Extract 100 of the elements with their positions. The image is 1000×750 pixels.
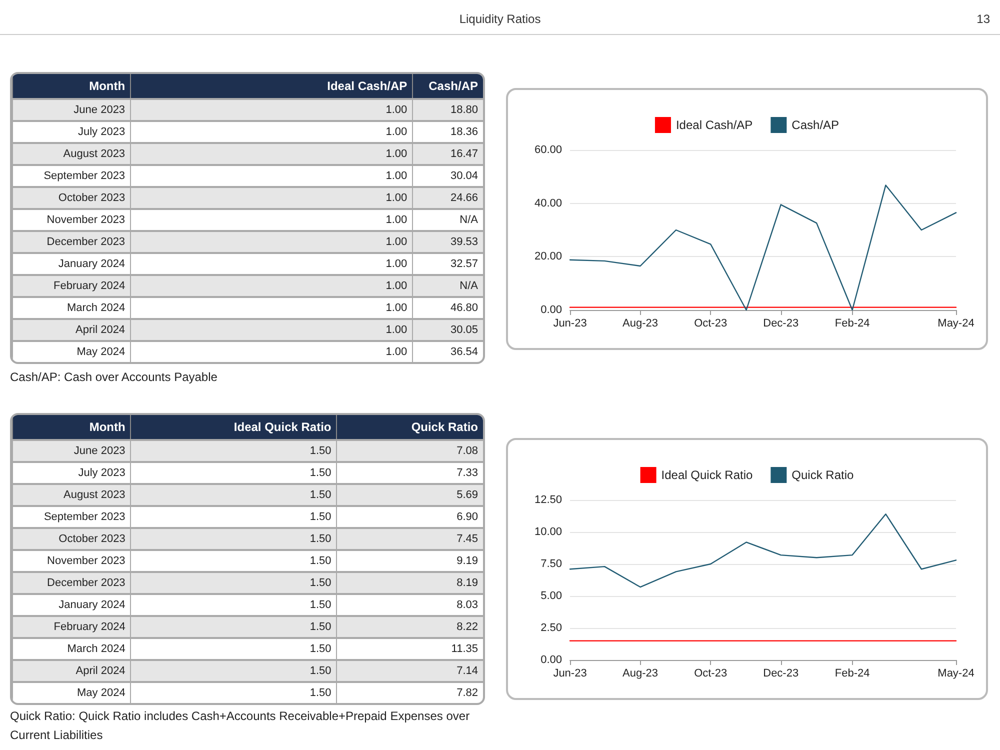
category-label: April 2024 xyxy=(12,318,130,340)
data-label: 1.00 xyxy=(130,230,412,252)
data-label: 7.08 xyxy=(336,439,483,461)
data-label: 39.53 xyxy=(412,230,483,252)
data-label: 7.33 xyxy=(336,461,483,483)
data-label: 32.57 xyxy=(412,252,483,274)
data-label: 36.54 xyxy=(412,340,483,362)
data-label: 6.90 xyxy=(336,505,483,527)
y-tick-label: 0.00 xyxy=(540,304,562,316)
category-label: July 2023 xyxy=(12,461,130,483)
data-label: 1.50 xyxy=(130,637,336,659)
category-label: May 2024 xyxy=(12,681,130,703)
data-label: 7.14 xyxy=(336,659,483,681)
category-label: October 2023 xyxy=(12,186,130,208)
legend-label: Ideal Cash/AP xyxy=(676,118,753,132)
category-label: July 2023 xyxy=(12,120,130,142)
data-label: 1.50 xyxy=(130,659,336,681)
data-label: 1.50 xyxy=(130,527,336,549)
y-tick-label: 7.50 xyxy=(540,558,562,570)
x-tick-label: Aug-23 xyxy=(622,318,658,330)
data-label: 5.69 xyxy=(336,483,483,505)
text: Month xyxy=(12,415,130,439)
data-label: 1.50 xyxy=(130,549,336,571)
data-label: 1.00 xyxy=(130,274,412,296)
series-label: Ideal Cash/AP xyxy=(130,74,412,98)
data-label: 7.45 xyxy=(336,527,483,549)
text: 13 xyxy=(976,12,990,26)
data-label: 1.50 xyxy=(130,505,336,527)
x-tick-label: Feb-24 xyxy=(834,668,870,680)
y-tick-label: 60.00 xyxy=(534,144,562,156)
data-label: 1.00 xyxy=(130,208,412,230)
data-label: 46.80 xyxy=(412,296,483,318)
series-label: Quick Ratio xyxy=(336,415,483,439)
y-tick-label: 40.00 xyxy=(534,197,562,210)
data-label: 16.47 xyxy=(412,142,483,164)
text: Quick Ratio: Quick Ratio includes Cash+Accounts Receivable+Prepaid Expenses over Current Liabilities xyxy=(10,708,471,744)
category-label: August 2023 xyxy=(12,483,130,505)
data-label: N/A xyxy=(412,208,483,230)
x-tick-label: Aug-23 xyxy=(622,668,658,680)
category-label: June 2023 xyxy=(12,439,130,461)
text: Month xyxy=(12,74,130,98)
x-tick-label: Oct-23 xyxy=(694,318,728,330)
category-label: November 2023 xyxy=(12,208,130,230)
data-label: N/A xyxy=(412,274,483,296)
x-tick-label: Dec-23 xyxy=(763,668,799,680)
legend-label: Cash/AP xyxy=(792,118,840,132)
data-label: 1.50 xyxy=(130,571,336,593)
data-label: 1.00 xyxy=(130,186,412,208)
category-label: March 2024 xyxy=(12,637,130,659)
data-label: 1.50 xyxy=(130,461,336,483)
category-label: February 2024 xyxy=(12,615,130,637)
data-label: 9.19 xyxy=(336,549,483,571)
category-label: June 2023 xyxy=(12,98,130,120)
category-label: August 2023 xyxy=(12,142,130,164)
data-label: 1.50 xyxy=(130,483,336,505)
data-label: 30.05 xyxy=(412,318,483,340)
x-tick-label: May-24 xyxy=(938,318,974,330)
category-label: December 2023 xyxy=(12,571,130,593)
data-label: 18.36 xyxy=(412,120,483,142)
x-tick-label: Jun-23 xyxy=(553,318,587,330)
data-label: 30.04 xyxy=(412,164,483,186)
line-series xyxy=(569,513,957,588)
data-label: 1.50 xyxy=(130,681,336,703)
category-label: January 2024 xyxy=(12,252,130,274)
data-label: 1.00 xyxy=(130,98,412,120)
data-label: 1.50 xyxy=(130,615,336,637)
data-label: 24.66 xyxy=(412,186,483,208)
data-label: 1.00 xyxy=(130,296,412,318)
y-tick-label: 20.00 xyxy=(534,250,562,263)
text: Cash/AP: Cash over Accounts Payable xyxy=(10,369,218,386)
category-label: December 2023 xyxy=(12,230,130,252)
data-label: 1.00 xyxy=(130,142,412,164)
data-label: 11.35 xyxy=(336,637,483,659)
category-label: May 2024 xyxy=(12,340,130,362)
category-label: October 2023 xyxy=(12,527,130,549)
data-label: 8.22 xyxy=(336,615,483,637)
x-tick-label: May-24 xyxy=(938,668,974,680)
legend-label: Ideal Quick Ratio xyxy=(661,468,754,482)
data-label: 1.00 xyxy=(130,120,412,142)
text: Liquidity Ratios xyxy=(459,12,541,26)
data-label: 18.80 xyxy=(412,98,483,120)
data-label: 1.50 xyxy=(130,439,336,461)
data-label: 8.19 xyxy=(336,571,483,593)
data-label: 1.00 xyxy=(130,340,412,362)
x-tick-label: Oct-23 xyxy=(694,668,728,680)
category-label: April 2024 xyxy=(12,659,130,681)
category-label: January 2024 xyxy=(12,593,130,615)
series-label: Cash/AP xyxy=(412,74,483,98)
y-tick-label: 0.00 xyxy=(540,654,562,666)
category-label: September 2023 xyxy=(12,164,130,186)
data-label: 8.03 xyxy=(336,593,483,615)
series-label: Ideal Quick Ratio xyxy=(130,415,336,439)
data-label: 1.50 xyxy=(130,593,336,615)
data-label: 1.00 xyxy=(130,164,412,186)
y-tick-label: 10.00 xyxy=(534,526,562,538)
category-label: February 2024 xyxy=(12,274,130,296)
x-tick-label: Dec-23 xyxy=(763,318,799,330)
x-tick-label: Jun-23 xyxy=(553,668,587,680)
category-label: March 2024 xyxy=(12,296,130,318)
y-tick-label: 2.50 xyxy=(540,622,562,634)
